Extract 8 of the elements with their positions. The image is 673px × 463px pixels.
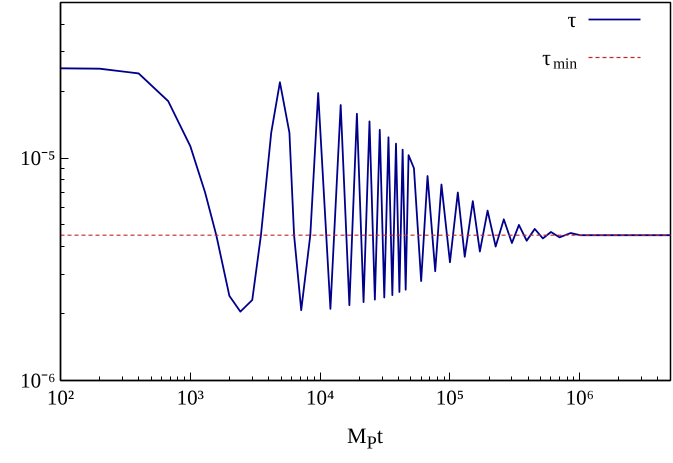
x-tick-label: 10⁵ [436,386,464,410]
x-tick-label: 10² [46,386,74,410]
x-tick-label: 10³ [176,386,204,410]
y-tick-label: 10⁻⁵ [20,146,56,170]
x-tick-label: 10⁴ [306,386,334,410]
x-axis-title: M$_{P}$t [347,422,383,454]
x-tick-label: 10⁶ [566,386,594,410]
legend-label: τ [568,7,576,32]
